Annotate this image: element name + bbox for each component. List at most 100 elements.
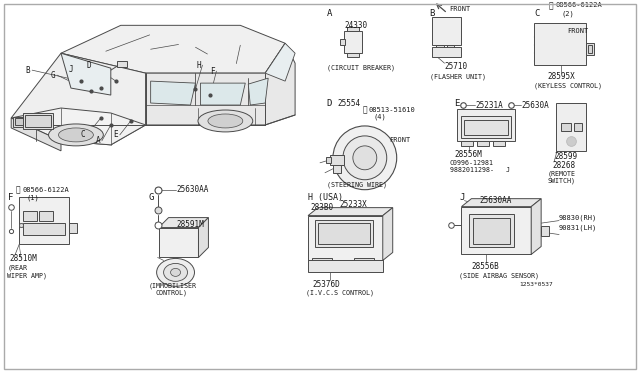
Ellipse shape [171,268,180,276]
Text: 25231A: 25231A [476,100,503,109]
Bar [116,61,127,67]
Bar [436,45,444,51]
Bar [469,214,515,247]
Polygon shape [383,208,393,260]
Text: 28591M: 28591M [177,220,204,229]
Text: FRONT: FRONT [567,28,588,34]
Text: F: F [210,67,215,76]
Bar [326,157,331,163]
Circle shape [333,126,397,190]
Text: C: C [534,9,540,18]
Text: (CIRCUIT BREAKER): (CIRCUIT BREAKER) [327,65,395,71]
Ellipse shape [157,259,195,286]
Circle shape [343,136,387,180]
Text: FRONT: FRONT [449,6,471,12]
Bar [354,259,374,265]
Bar [19,197,69,244]
Bar [315,219,372,247]
Text: G: G [51,71,55,80]
Ellipse shape [198,110,253,132]
Polygon shape [265,43,295,81]
Text: 08566-6122A: 08566-6122A [555,2,602,9]
Text: 28595X: 28595X [547,72,575,81]
Text: (4): (4) [374,114,387,120]
Polygon shape [61,25,285,73]
Text: F: F [8,193,13,202]
Text: G: G [148,193,154,202]
Ellipse shape [58,128,93,142]
Polygon shape [11,53,146,145]
Text: WIPER AMP): WIPER AMP) [7,272,47,279]
Text: (REMOTE: (REMOTE [547,170,575,177]
Polygon shape [150,81,195,105]
Polygon shape [308,208,393,216]
Text: 25376D: 25376D [312,280,340,289]
Text: (1): (1) [26,195,39,201]
Bar [308,260,383,272]
Text: (FLASHER UNIT): (FLASHER UNIT) [429,74,486,80]
Bar [458,109,515,141]
Text: A: A [327,9,332,18]
Text: 28599: 28599 [554,152,577,161]
Bar [15,118,29,125]
Ellipse shape [208,114,243,128]
Bar [447,45,454,51]
Text: 1253*0537: 1253*0537 [519,282,553,287]
Text: J: J [460,193,465,202]
Text: FRONT: FRONT [390,137,411,143]
Text: 25554: 25554 [338,99,361,108]
Bar [159,228,198,257]
Text: 25233X: 25233X [340,200,367,209]
Bar [13,117,31,127]
Circle shape [353,146,377,170]
Bar [336,260,350,265]
Bar [477,141,490,146]
Text: 28268: 28268 [552,161,575,170]
Text: (I.V.C.S CONTROL): (I.V.C.S CONTROL) [306,289,374,296]
Bar [340,39,345,45]
Text: H (USA): H (USA) [308,193,343,202]
Text: (REAR: (REAR [7,264,27,271]
Bar [312,259,332,265]
Text: Ⓢ: Ⓢ [362,106,367,115]
Bar [333,165,341,173]
Text: 28556B: 28556B [472,262,499,271]
Bar [534,23,586,65]
Bar [69,222,77,232]
Text: E: E [113,131,118,140]
Polygon shape [11,118,61,151]
Text: (SIDE AIRBAG SENSOR): (SIDE AIRBAG SENSOR) [460,272,540,279]
Bar [461,206,531,254]
Ellipse shape [164,263,188,281]
Text: D: D [326,99,332,108]
Bar [23,113,53,129]
Polygon shape [61,53,111,95]
Bar [25,115,51,127]
Text: (KEYLESS CONTROL): (KEYLESS CONTROL) [534,83,602,89]
Text: Ⓢ: Ⓢ [549,1,554,10]
Bar [431,17,461,45]
Bar [461,116,511,138]
Bar [318,222,370,244]
Text: (STEERING WIRE): (STEERING WIRE) [327,182,387,188]
Text: 98830(RH): 98830(RH) [559,214,597,221]
Bar [23,211,37,221]
Text: A: A [95,137,100,145]
Text: 08566-6122A: 08566-6122A [22,187,69,193]
Text: 283B0: 283B0 [310,203,333,212]
Bar [556,103,586,151]
Bar [574,123,582,131]
Text: 25630AA: 25630AA [177,185,209,194]
Bar [465,120,508,135]
Text: B: B [26,65,31,75]
Bar [541,225,549,235]
Text: 24330: 24330 [345,21,368,30]
Text: Ⓢ: Ⓢ [16,185,20,194]
Bar [308,216,383,260]
Bar [431,47,461,57]
Text: D: D [86,61,91,70]
Bar [461,141,474,146]
Text: E: E [454,99,460,108]
Polygon shape [11,108,146,145]
Text: (2): (2) [561,10,574,17]
